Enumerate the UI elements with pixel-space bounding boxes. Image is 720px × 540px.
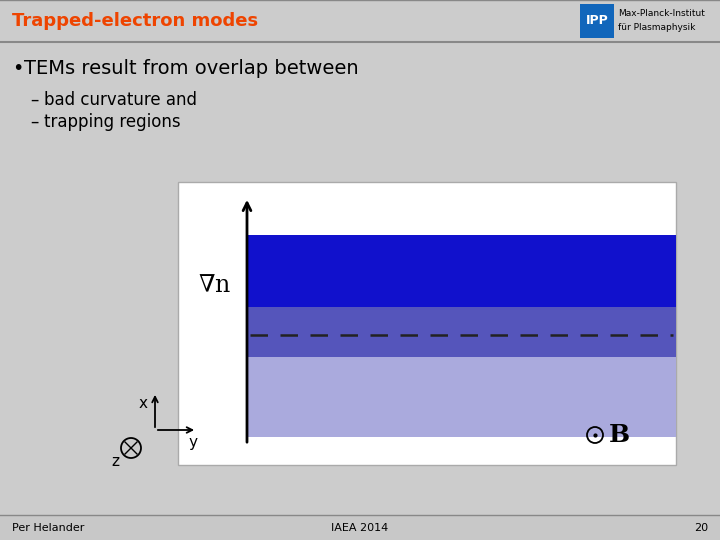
Text: –: – [30, 113, 38, 131]
Text: Trapped-electron modes: Trapped-electron modes [12, 12, 258, 30]
Bar [0, 42, 720, 515]
Text: TEMs result from overlap between: TEMs result from overlap between [24, 58, 359, 78]
Text: trapping regions: trapping regions [44, 113, 181, 131]
Text: B: B [609, 423, 630, 447]
Text: Max-Planck-Institut: Max-Planck-Institut [618, 10, 705, 18]
Text: •: • [12, 58, 23, 78]
Bar [580, 4, 614, 38]
Text: –: – [30, 91, 38, 109]
Bar [0, 0, 720, 42]
Text: IPP: IPP [585, 15, 608, 28]
Text: 20: 20 [694, 523, 708, 533]
Bar [247, 235, 676, 307]
Text: bad curvature and: bad curvature and [44, 91, 197, 109]
Text: für Plasmaphysik: für Plasmaphysik [618, 24, 696, 32]
Text: z: z [111, 455, 119, 469]
Bar [247, 307, 676, 357]
Bar [178, 182, 676, 465]
Bar [247, 357, 676, 437]
Text: $\nabla$n: $\nabla$n [199, 273, 232, 296]
Text: x: x [138, 396, 148, 411]
Text: IAEA 2014: IAEA 2014 [331, 523, 389, 533]
Text: y: y [189, 435, 197, 450]
Text: Per Helander: Per Helander [12, 523, 84, 533]
